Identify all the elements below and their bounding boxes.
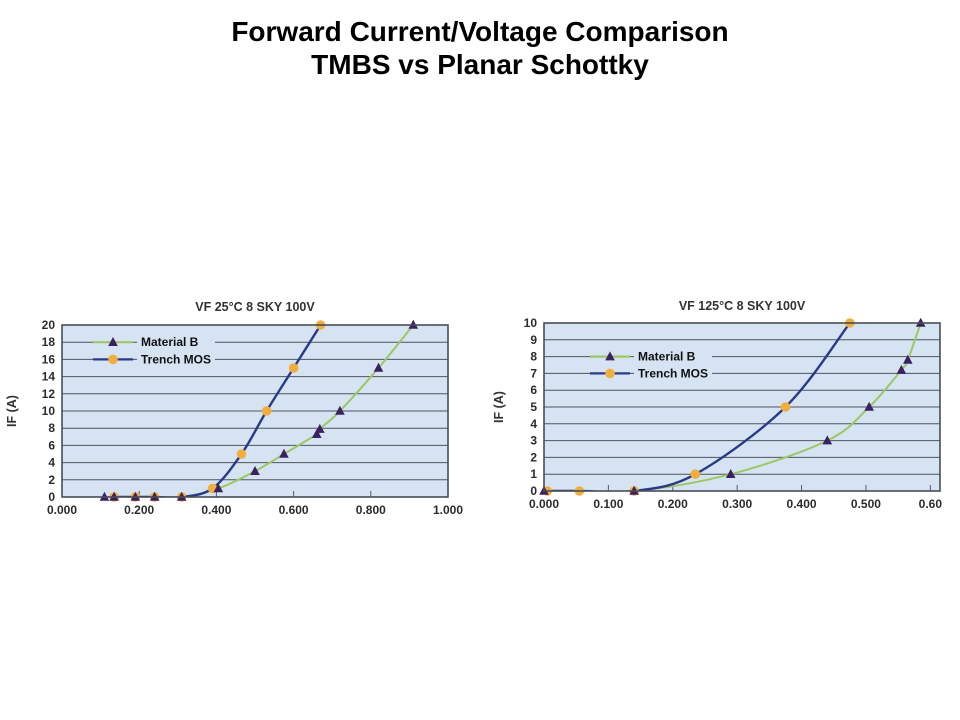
material-b-marker (896, 364, 907, 374)
y-tick-label-2: 2 (48, 473, 55, 487)
trench-mos-marker (690, 469, 701, 479)
material-b-marker (373, 362, 384, 372)
x-tick-label-0.000: 0.000 (529, 497, 559, 511)
chart-vf-25c: 0 2 4 6 8 10 12 14 16 18 20 0.000 0.200 0.400 0.600 0.8… (0, 285, 470, 535)
trench-mos-marker (261, 406, 272, 416)
y-tick-label-3: 3 (530, 434, 537, 448)
y-tick-label-20: 20 (42, 318, 56, 332)
y-tick-label-0: 0 (48, 490, 55, 504)
y-tick-label-8: 8 (530, 350, 537, 364)
y-tick-label-10: 10 (524, 316, 538, 330)
material-b-marker (903, 354, 913, 364)
y-tick-label-4: 4 (530, 417, 537, 431)
legend-label-bg-trench-mos (137, 351, 215, 368)
x-tick-label-0.200: 0.200 (658, 497, 688, 511)
material-b-marker (315, 423, 325, 433)
x-tick-label-0.800: 0.800 (356, 503, 386, 517)
legend-label-material-b: Material B (141, 335, 199, 349)
chart-title: VF 25°C 8 SKY 100V (195, 300, 315, 314)
x-tick-label-0.400: 0.400 (787, 497, 817, 511)
legend-triangle-icon (605, 351, 615, 361)
y-axis-title: IF (A) (492, 391, 506, 423)
legend-label-material-b: Material B (638, 350, 696, 364)
y-tick-label-10: 10 (42, 404, 56, 418)
legend-label-trench-mos: Trench MOS (141, 352, 211, 366)
legend-label-bg-material-b (634, 348, 712, 365)
main-title: Forward Current/Voltage Comparison TMBS … (0, 15, 960, 81)
material-b-marker (213, 483, 224, 493)
y-tick-label-14: 14 (42, 370, 56, 384)
plot-border (543, 322, 941, 492)
x-tick-label-1.000: 1.000 (433, 503, 463, 517)
y-tick-label-8: 8 (48, 421, 55, 435)
y-tick-label-18: 18 (42, 335, 56, 349)
vf-25c-chart-canvas: 0 2 4 6 8 10 12 14 16 18 20 0.000 0.200 0.400 0.600 0.8… (5, 300, 463, 517)
y-tick-label-7: 7 (530, 366, 537, 380)
y-tick-label-16: 16 (42, 352, 56, 366)
y-tick-label-6: 6 (48, 438, 55, 452)
legend-label-trench-mos: Trench MOS (638, 366, 708, 380)
chart-title: VF 125°C 8 SKY 100V (679, 299, 806, 313)
x-tick-label-0.500: 0.500 (851, 497, 881, 511)
x-tick-label-0.200: 0.200 (124, 503, 154, 517)
material-b-marker (335, 405, 345, 415)
x-tick-label-0.000: 0.000 (47, 503, 77, 517)
y-tick-label-2: 2 (530, 450, 537, 464)
y-tick-label-9: 9 (530, 333, 537, 347)
y-axis-title: IF (A) (5, 395, 19, 427)
material-b-marker (822, 435, 833, 445)
x-tick-label-0.300: 0.300 (722, 497, 752, 511)
y-tick-label-0: 0 (530, 484, 537, 498)
x-tick-label-0.600: 0.600 (279, 503, 309, 517)
y-tick-label-1: 1 (530, 467, 537, 481)
legend-circle-icon (605, 368, 615, 379)
chart-vf-125c: 0 1 2 3 4 5 6 7 8 9 10 0.000 0.100 0.200 0.300 0.400 0.5… (490, 285, 960, 535)
legend-label-bg-material-b (137, 334, 215, 351)
y-tick-label-5: 5 (530, 400, 537, 414)
series-line-trench-mos (546, 323, 852, 491)
y-tick-label-4: 4 (48, 456, 55, 470)
legend-label-bg-trench-mos (634, 365, 712, 382)
material-b-marker (311, 429, 322, 439)
x-tick-label-0.400: 0.400 (201, 503, 231, 517)
material-b-marker (864, 401, 874, 411)
material-b-marker (725, 469, 736, 478)
legend: Material B Trench MOS (590, 348, 712, 382)
x-tick-label-0.100: 0.100 (593, 497, 623, 511)
legend-circle-icon (108, 354, 118, 365)
legend: Material B Trench MOS (93, 334, 215, 368)
trench-mos-marker (288, 363, 299, 373)
y-tick-label-12: 12 (42, 387, 56, 401)
legend-triangle-icon (108, 337, 118, 346)
material-b-marker (279, 448, 289, 458)
vf-125c-chart-canvas: 0 1 2 3 4 5 6 7 8 9 10 0.000 0.100 0.200 0.300 0.400 0.5… (492, 299, 943, 511)
y-tick-label-6: 6 (530, 383, 537, 397)
plot-border (61, 324, 449, 498)
trench-mos-marker (236, 449, 247, 459)
trench-mos-marker (780, 402, 791, 412)
main-title-line1: Forward Current/Voltage Comparison (231, 16, 729, 47)
x-tick-label-0.60: 0.60 (919, 497, 943, 511)
material-b-marker (250, 466, 260, 475)
main-title-line2: TMBS vs Planar Schottky (311, 49, 649, 80)
